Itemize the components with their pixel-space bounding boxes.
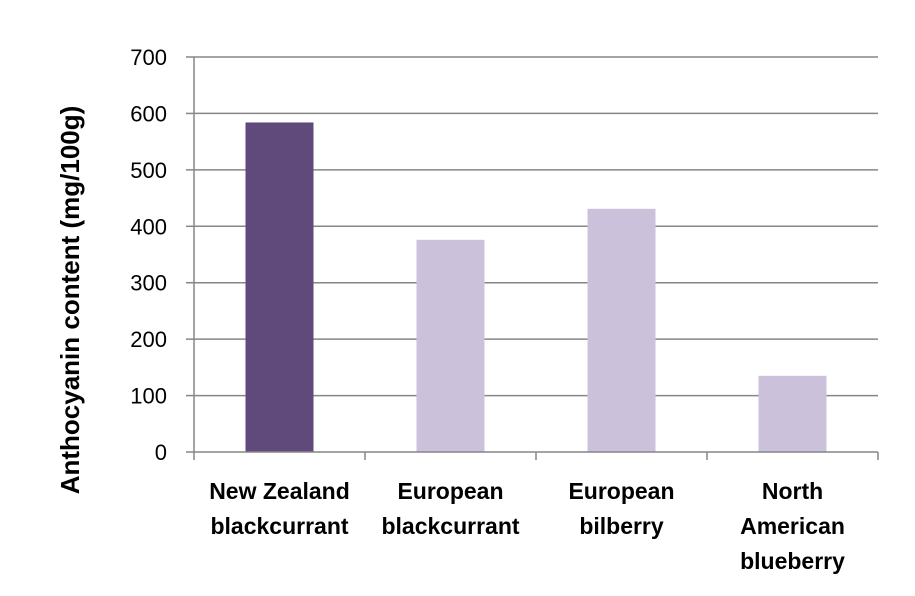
x-category-labels: New Zealand blackcurrant European blackcurr… xyxy=(209,478,845,574)
bar-3 xyxy=(587,208,656,452)
x-category-label-line: European xyxy=(397,478,503,504)
y-tick-label: 600 xyxy=(130,101,167,126)
bar-1 xyxy=(245,122,314,452)
y-axis-title: Anthocyanin content (mg/100g) xyxy=(55,106,85,495)
x-category-label-line: blueberry xyxy=(740,548,845,574)
y-tick-label: 500 xyxy=(130,158,167,183)
x-category-label-line: New Zealand xyxy=(209,478,350,504)
bar-4 xyxy=(758,375,827,452)
axes xyxy=(186,56,879,460)
x-category-label-line: North xyxy=(762,478,823,504)
x-category-label-line: blackcurrant xyxy=(210,513,348,539)
x-category-label: European bilberry xyxy=(568,478,674,539)
x-category-label-line: American xyxy=(740,513,845,539)
x-category-label-line: bilberry xyxy=(579,513,664,539)
x-category-label-line: European xyxy=(568,478,674,504)
y-tick-label: 400 xyxy=(130,214,167,239)
bar-2 xyxy=(416,239,485,452)
y-tick-label: 0 xyxy=(155,440,167,465)
y-tick-label: 300 xyxy=(130,271,167,296)
x-category-label: New Zealand blackcurrant xyxy=(209,478,350,539)
x-category-label: European blackcurrant xyxy=(381,478,519,539)
y-tick-label: 100 xyxy=(130,384,167,409)
y-tick-label: 200 xyxy=(130,327,167,352)
x-category-label-line: blackcurrant xyxy=(381,513,519,539)
bars xyxy=(245,122,827,452)
y-tick-labels: 0 100 200 300 400 500 600 700 xyxy=(130,45,167,465)
y-tick-label: 700 xyxy=(130,45,167,70)
x-category-label: North American blueberry xyxy=(740,478,845,574)
